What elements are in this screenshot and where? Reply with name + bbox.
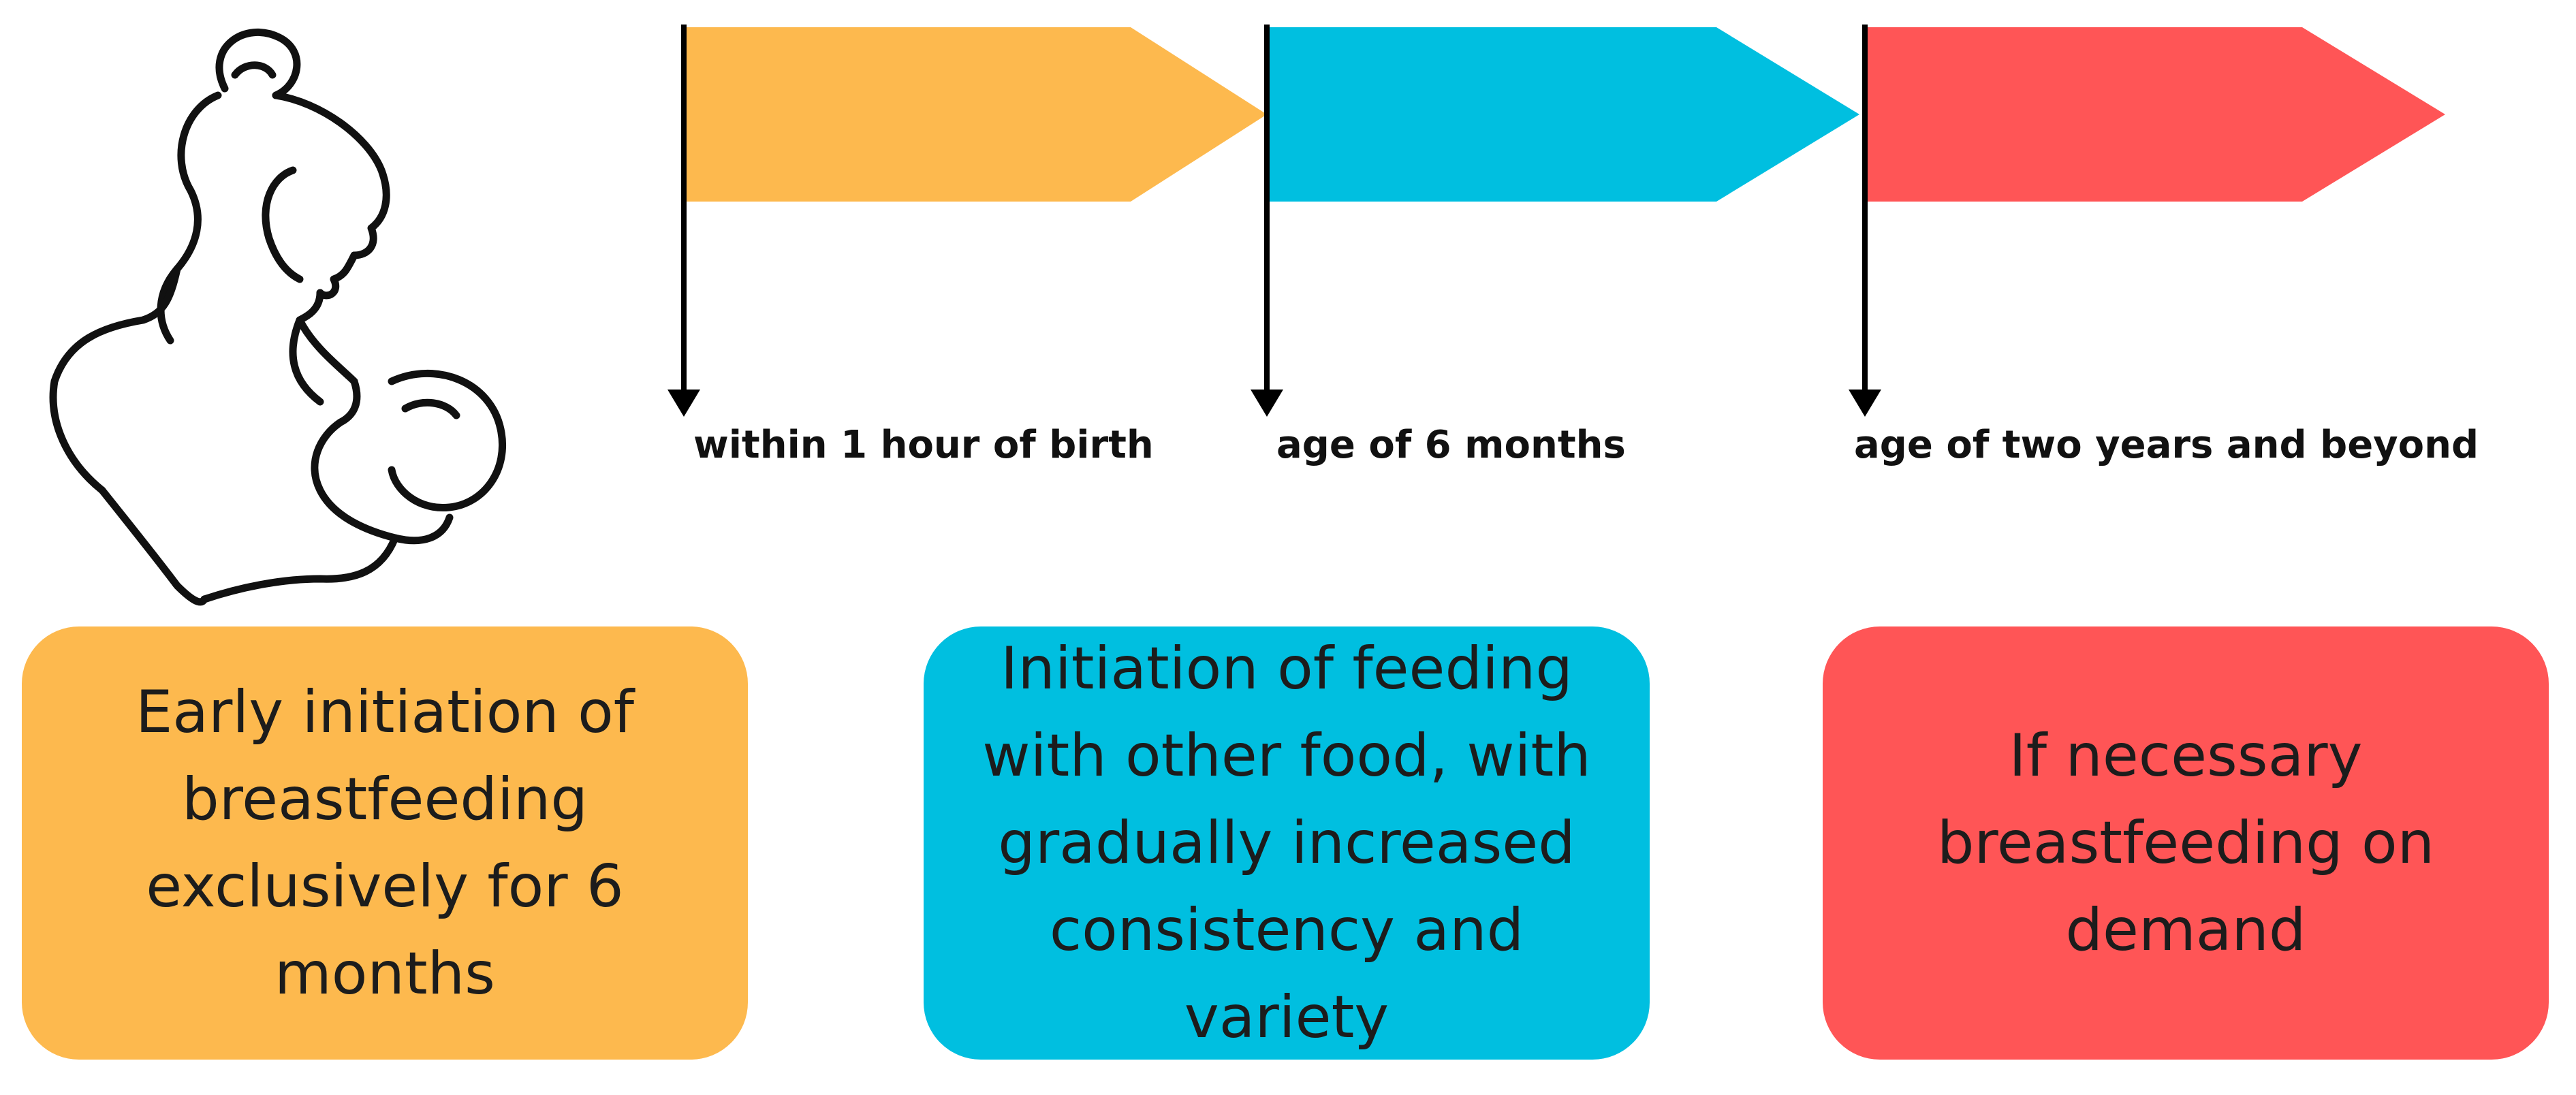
milestone-label-3: age of two years and beyond	[1854, 423, 2479, 467]
milestone-label-1: within 1 hour of birth	[693, 423, 1154, 467]
description-box-stage-1: Early initiation of breastfeeding exclus…	[22, 626, 748, 1060]
description-box-stage-2: Initiation of feeding with other food, w…	[924, 626, 1650, 1060]
pole-arrowheads	[667, 390, 1881, 417]
flag-stage-3	[1866, 27, 2445, 202]
description-text-stage-3: If necessary breastfeeding on demand	[1936, 722, 2435, 964]
flag-stage-1	[685, 27, 1267, 202]
mother-breastfeeding-icon	[49, 28, 507, 606]
description-text-stage-2: Initiation of feeding with other food, w…	[982, 635, 1591, 1051]
arrowhead-stage-2	[1251, 390, 1283, 417]
flag-poles	[681, 25, 1868, 392]
flag-stage-2	[1268, 27, 1859, 202]
arrowhead-stage-1	[667, 390, 700, 417]
description-text-stage-1: Early initiation of breastfeeding exclus…	[135, 678, 635, 1008]
milestone-label-2: age of 6 months	[1276, 423, 1626, 467]
description-box-stage-3: If necessary breastfeeding on demand	[1823, 626, 2549, 1060]
timeline-flags	[685, 27, 2445, 202]
arrowhead-stage-3	[1849, 390, 1881, 417]
